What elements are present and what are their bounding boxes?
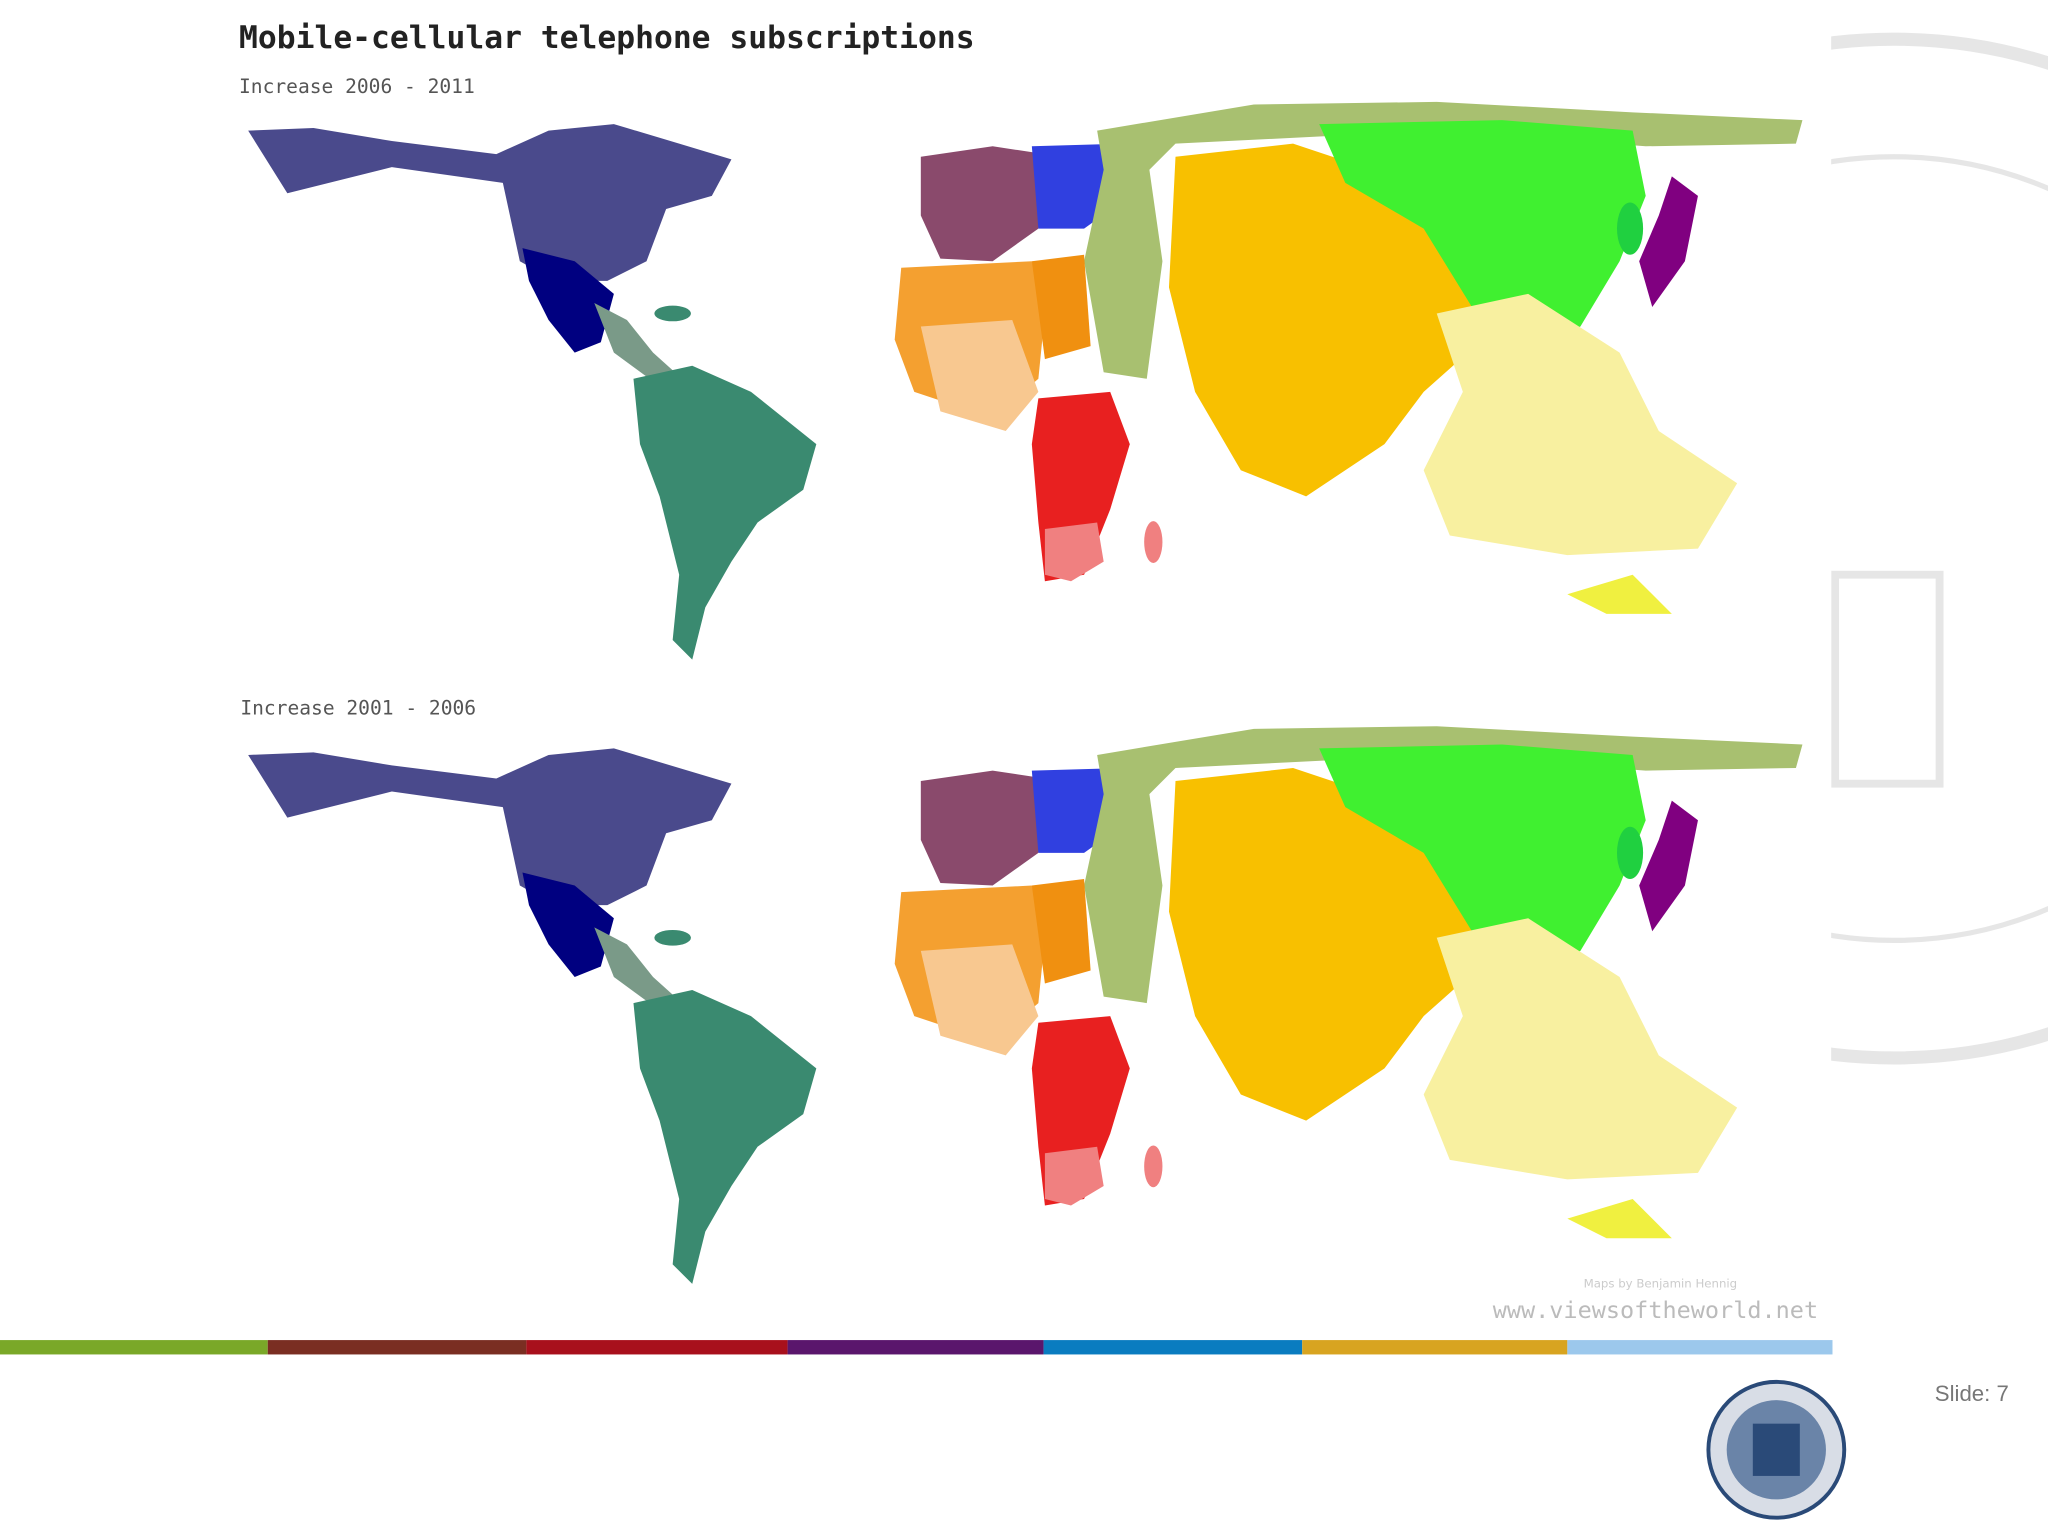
- bar-segment: [267, 1340, 527, 1355]
- bar-segment: [1567, 1340, 1833, 1355]
- slide-title: Mobile-cellular telephone subscriptions: [239, 20, 975, 56]
- color-bar: [0, 1340, 1833, 1355]
- panel-label: Increase 2006 - 2011: [239, 75, 475, 98]
- slide-number: Slide: 7: [1935, 1381, 2009, 1406]
- bar-segment: [0, 1340, 268, 1355]
- map-credit: Maps by Benjamin Hennig: [1584, 1276, 1738, 1290]
- panel-label: Increase 2001 - 2006: [240, 697, 476, 720]
- bar-segment: [1302, 1340, 1568, 1355]
- seal-figure: [1831, 570, 1944, 788]
- bar-segment: [787, 1340, 1044, 1355]
- bar-segment: [1043, 1340, 1303, 1355]
- bar-segment: [526, 1340, 788, 1355]
- map-url: www.viewsoftheworld.net: [1493, 1296, 1818, 1324]
- map-panel-2: Increase 2001 - 2006: [240, 697, 1803, 1284]
- university-logo: [1706, 1379, 1847, 1520]
- logo-figures: [1752, 1423, 1800, 1476]
- map-panel-1: Mobile-cellular telephone subscriptions …: [239, 20, 1803, 660]
